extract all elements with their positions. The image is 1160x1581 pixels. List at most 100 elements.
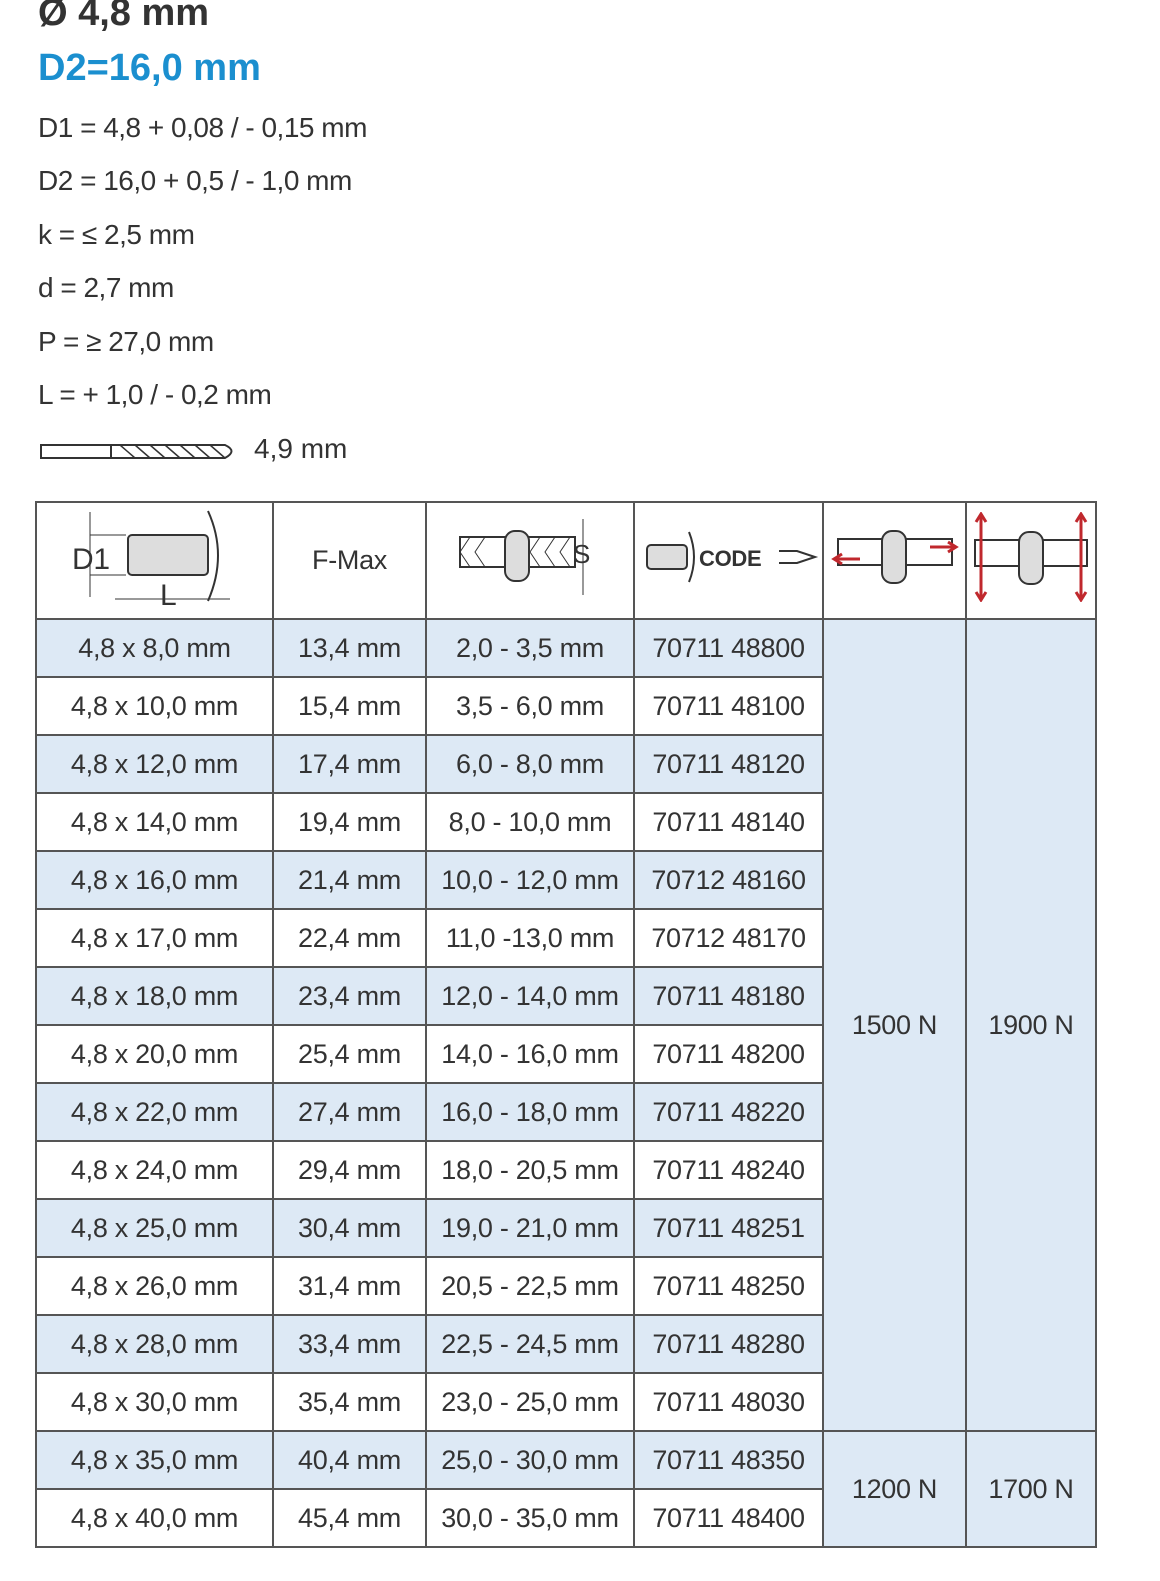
- cell-fmax: 22,4 mm: [272, 908, 427, 968]
- cell-size: 4,8 x 22,0 mm: [35, 1082, 274, 1142]
- table-row: 4,8 x 30,0 mm 35,4 mm 23,0 - 25,0 mm 70711 …: [35, 1372, 1096, 1432]
- spec-p: P = ≥ 27,0 mm: [38, 326, 214, 357]
- cell-fmax: 25,4 mm: [272, 1024, 427, 1084]
- rivet-table: D1 L F-Max S CODE 4,8 x 8,0 mm 13,4 mm 2,0…: [35, 501, 1097, 1548]
- cell-shear-force: 1200 N: [822, 1430, 967, 1548]
- cell-size: 4,8 x 8,0 mm: [35, 618, 274, 678]
- table-row: 4,8 x 25,0 mm 30,4 mm 19,0 - 21,0 mm 70711 …: [35, 1198, 1096, 1258]
- table-row: 4,8 x 18,0 mm 23,4 mm 12,0 - 14,0 mm 70711 …: [35, 966, 1096, 1026]
- cell-fmax: 29,4 mm: [272, 1140, 427, 1200]
- cell-size: 4,8 x 17,0 mm: [35, 908, 274, 968]
- cell-fmax: 15,4 mm: [272, 676, 427, 736]
- cell-code: 70711 48140: [633, 792, 824, 852]
- cell-code: 70711 48180: [633, 966, 824, 1026]
- cell-code: 70711 48800: [633, 618, 824, 678]
- cell-fmax: 23,4 mm: [272, 966, 427, 1026]
- cell-size: 4,8 x 26,0 mm: [35, 1256, 274, 1316]
- d1-label: D1: [72, 543, 110, 576]
- table-row: 4,8 x 10,0 mm 15,4 mm 3,5 - 6,0 mm 70711 48…: [35, 676, 1096, 736]
- cell-grip-range: 3,5 - 6,0 mm: [425, 676, 635, 736]
- cell-grip-range: 2,0 - 3,5 mm: [425, 618, 635, 678]
- cell-grip-range: 14,0 - 16,0 mm: [425, 1024, 635, 1084]
- cell-grip-range: 22,5 - 24,5 mm: [425, 1314, 635, 1374]
- cell-tensile-force: 1900 N: [965, 618, 1097, 1432]
- table-row: 4,8 x 35,0 mm 40,4 mm 25,0 - 30,0 mm 70711 …: [35, 1430, 1097, 1548]
- cell-code: 70711 48251: [633, 1198, 824, 1258]
- cell-size: 4,8 x 30,0 mm: [35, 1372, 274, 1432]
- cell-grip-range: 12,0 - 14,0 mm: [425, 966, 635, 1026]
- cell-fmax: 17,4 mm: [272, 734, 427, 794]
- cell-size: 4,8 x 20,0 mm: [35, 1024, 274, 1084]
- cell-fmax: 27,4 mm: [272, 1082, 427, 1142]
- table-row: 4,8 x 16,0 mm 21,4 mm 10,0 - 12,0 mm 70712 …: [35, 850, 1096, 910]
- cell-code: 70711 48400: [633, 1488, 824, 1548]
- cell-size: 4,8 x 24,0 mm: [35, 1140, 274, 1200]
- header-tensile: [965, 501, 1097, 620]
- table-row: 4,8 x 20,0 mm 25,4 mm 14,0 - 16,0 mm 70711 …: [35, 1024, 1096, 1084]
- header-grip: S: [425, 501, 635, 620]
- cell-fmax: 33,4 mm: [272, 1314, 427, 1374]
- l-label: L: [160, 579, 176, 607]
- spec-l: L = + 1,0 / - 0,2 mm: [38, 379, 272, 410]
- rivet-dimension-icon: D1 L: [72, 510, 230, 612]
- cell-grip-range: 30,0 - 35,0 mm: [425, 1488, 635, 1548]
- header-shear: [822, 501, 967, 620]
- cell-grip-range: 6,0 - 8,0 mm: [425, 734, 635, 794]
- cell-code: 70711 48120: [633, 734, 824, 794]
- cell-size: 4,8 x 14,0 mm: [35, 792, 274, 852]
- table-row: 4,8 x 40,0 mm 45,4 mm 30,0 - 35,0 mm 70711 …: [35, 1488, 1096, 1548]
- spec-d: d = 2,7 mm: [38, 272, 174, 303]
- cell-grip-range: 11,0 -13,0 mm: [425, 908, 635, 968]
- spec-k: k = ≤ 2,5 mm: [38, 219, 195, 250]
- cell-grip-range: 8,0 - 10,0 mm: [425, 792, 635, 852]
- header-dimension: D1 L: [35, 501, 274, 620]
- cell-fmax: 45,4 mm: [272, 1488, 427, 1548]
- cell-size: 4,8 x 18,0 mm: [35, 966, 274, 1026]
- table-row: 4,8 x 8,0 mm 13,4 mm 2,0 - 3,5 mm 70711 488…: [35, 618, 1097, 1432]
- shear-force-icon: [830, 530, 959, 584]
- cell-size: 4,8 x 16,0 mm: [35, 850, 274, 910]
- drill-size: 4,9 mm: [254, 433, 348, 464]
- cell-size: 4,8 x 10,0 mm: [35, 676, 274, 736]
- cell-size: 4,8 x 35,0 mm: [35, 1430, 274, 1490]
- cell-code: 70711 48240: [633, 1140, 824, 1200]
- cell-grip-range: 23,0 - 25,0 mm: [425, 1372, 635, 1432]
- cell-grip-range: 16,0 - 18,0 mm: [425, 1082, 635, 1142]
- cell-shear-force: 1500 N: [822, 618, 967, 1432]
- cell-fmax: 13,4 mm: [272, 618, 427, 678]
- cell-fmax: 40,4 mm: [272, 1430, 427, 1490]
- cell-size: 4,8 x 25,0 mm: [35, 1198, 274, 1258]
- cell-code: 70711 48250: [633, 1256, 824, 1316]
- spec-d2: D2 = 16,0 + 0,5 / - 1,0 mm: [38, 165, 352, 196]
- cell-fmax: 19,4 mm: [272, 792, 427, 852]
- grip-range-icon: S: [459, 519, 590, 595]
- cell-grip-range: 18,0 - 20,5 mm: [425, 1140, 635, 1200]
- cell-size: 4,8 x 40,0 mm: [35, 1488, 274, 1548]
- cell-code: 70711 48280: [633, 1314, 824, 1374]
- cell-code: 70712 48170: [633, 908, 824, 968]
- code-label: CODE: [699, 546, 761, 571]
- s-label: S: [573, 539, 590, 569]
- cell-grip-range: 25,0 - 30,0 mm: [425, 1430, 635, 1490]
- cell-fmax: 30,4 mm: [272, 1198, 427, 1258]
- cell-code: 70712 48160: [633, 850, 824, 910]
- header-fmax: F-Max: [272, 501, 427, 620]
- table-row: 4,8 x 22,0 mm 27,4 mm 16,0 - 18,0 mm 70711 …: [35, 1082, 1096, 1142]
- cell-grip-range: 19,0 - 21,0 mm: [425, 1198, 635, 1258]
- table-row: 4,8 x 24,0 mm 29,4 mm 18,0 - 20,5 mm 70711 …: [35, 1140, 1096, 1200]
- cell-code: 70711 48100: [633, 676, 824, 736]
- table-header: D1 L F-Max S CODE: [35, 501, 1097, 620]
- page-subtitle: D2=16,0 mm: [38, 47, 261, 89]
- cell-fmax: 35,4 mm: [272, 1372, 427, 1432]
- page-title: Ø 4,8 mm: [38, 0, 210, 34]
- cell-grip-range: 10,0 - 12,0 mm: [425, 850, 635, 910]
- cell-code: 70711 48220: [633, 1082, 824, 1142]
- cell-fmax: 31,4 mm: [272, 1256, 427, 1316]
- drill-bit-icon: [40, 444, 233, 459]
- tensile-force-icon: [974, 511, 1088, 603]
- cell-code: 70711 48200: [633, 1024, 824, 1084]
- cell-code: 70711 48350: [633, 1430, 824, 1490]
- table-row: 4,8 x 14,0 mm 19,4 mm 8,0 - 10,0 mm 70711 4…: [35, 792, 1096, 852]
- cell-size: 4,8 x 28,0 mm: [35, 1314, 274, 1374]
- cell-fmax: 21,4 mm: [272, 850, 427, 910]
